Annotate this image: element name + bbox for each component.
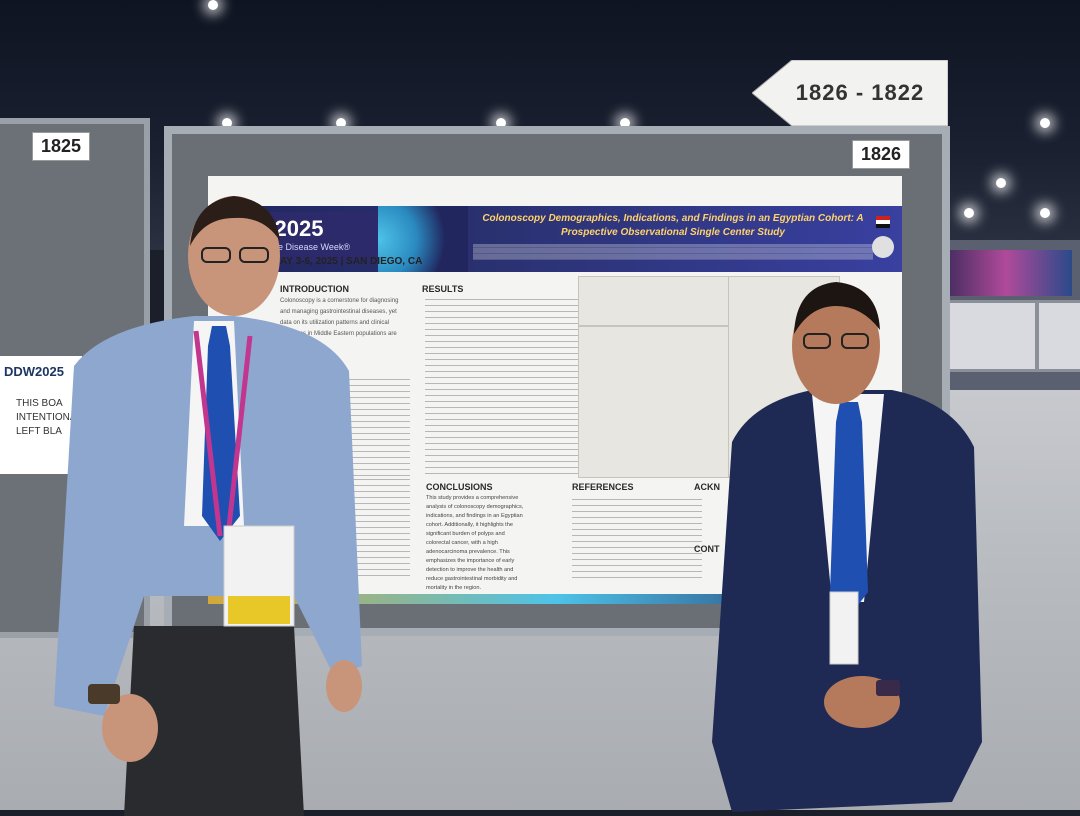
ceiling-light [620, 118, 630, 128]
ceiling-light [222, 118, 232, 128]
arrow-sign-shape [752, 60, 948, 126]
arrow-sign-text: 1826 - 1822 [795, 80, 925, 105]
left-booth-number: 1825 [32, 132, 91, 161]
egypt-flag-icon [876, 216, 890, 228]
ceiling-light [964, 208, 974, 218]
indications-table [578, 326, 730, 478]
references-body [572, 496, 702, 580]
poster-event-dates: AY 3-6, 2025 | SAN DIEGO, CA [280, 256, 423, 267]
header-swirl [378, 206, 468, 272]
background-booth [1036, 300, 1080, 372]
person-right [712, 282, 982, 812]
conclusions-text: This study provides a comprehensive anal… [426, 495, 524, 591]
poster-authors [473, 244, 873, 260]
section-acknowledgements: ACKN [694, 482, 720, 492]
section-conclusions: CONCLUSIONS [426, 482, 493, 492]
section-introduction: INTRODUCTION [280, 284, 349, 294]
poster-title: Colonoscopy Demographics, Indications, a… [482, 213, 864, 238]
demographics-table [578, 276, 730, 326]
ceiling-light [1040, 208, 1050, 218]
institution-seal-icon [872, 236, 894, 258]
ceiling-light [1040, 118, 1050, 128]
main-booth-number: 1826 [852, 140, 911, 169]
ddw-logo-subtitle: Digestive Disease Week® [246, 242, 351, 252]
side-sign: DDW2025 THIS BOA INTENTIONA LEFT BLA [0, 356, 82, 474]
side-sign-logo: DDW2025 [4, 364, 64, 379]
background-screen [940, 250, 1072, 296]
ceiling-light [496, 118, 506, 128]
side-sign-note: THIS BOA INTENTIONA LEFT BLA [16, 398, 77, 437]
ceiling-light [208, 0, 218, 10]
ceiling-light [336, 118, 346, 128]
ceiling-light [996, 178, 1006, 188]
arrow-sign [752, 60, 948, 126]
person-left [54, 196, 362, 816]
intro-text: Colonoscopy is a cornerstone for diagnos… [280, 298, 399, 337]
section-references: REFERENCES [572, 482, 634, 492]
poster-footer [208, 594, 902, 604]
section-contact: CONT [694, 544, 720, 554]
section-results: RESULTS [422, 284, 464, 294]
